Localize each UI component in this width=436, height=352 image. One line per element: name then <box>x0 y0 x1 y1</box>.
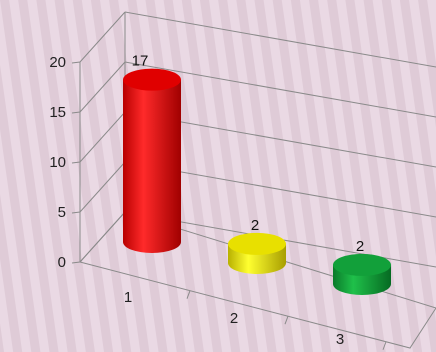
data-label: 2 <box>251 217 259 234</box>
bar-2 <box>228 232 286 274</box>
bar-top <box>123 68 181 91</box>
y-tick-mark <box>71 211 81 214</box>
y-tick-mark <box>71 261 81 264</box>
floor <box>79 211 436 349</box>
x-tick-label: 2 <box>230 310 238 327</box>
x-tick-mark <box>284 316 289 325</box>
y-tick-label: 10 <box>49 154 66 171</box>
data-label: 2 <box>356 238 364 255</box>
gridline <box>124 61 436 118</box>
x-tick-mark <box>186 290 191 299</box>
y-tick-label: 5 <box>58 204 66 221</box>
bar-body <box>123 79 181 254</box>
bar-top <box>228 232 286 255</box>
gridline-left-wall <box>79 11 126 63</box>
bar-top <box>333 253 391 276</box>
y-tick-mark <box>71 61 81 64</box>
gridline-left-wall <box>79 111 126 163</box>
bar-1 <box>123 68 181 254</box>
bars <box>123 68 391 295</box>
y-tick-mark <box>71 161 81 164</box>
gridline <box>124 11 436 68</box>
gridline-left-wall <box>79 161 126 213</box>
y-tick-label: 0 <box>58 254 66 271</box>
gridline-left-wall <box>79 61 126 113</box>
y-tick-label: 20 <box>49 54 66 71</box>
y-tick-label: 15 <box>49 104 66 121</box>
x-tick-label: 3 <box>336 331 344 348</box>
data-label: 17 <box>132 53 149 70</box>
x-axis-ticks: 1 2 3 <box>124 289 387 350</box>
y-tick-mark <box>71 111 81 114</box>
y-axis-ticks: 0 5 10 15 20 <box>49 54 81 271</box>
bar-3 <box>333 253 391 295</box>
x-tick-label: 1 <box>124 289 132 306</box>
x-tick-mark <box>382 341 387 350</box>
